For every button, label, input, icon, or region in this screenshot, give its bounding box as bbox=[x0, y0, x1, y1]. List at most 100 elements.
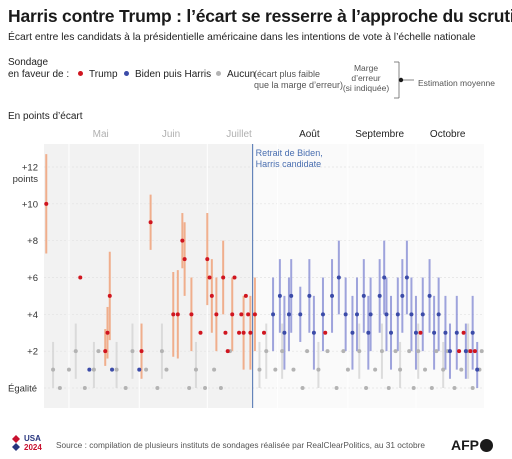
poll-point-biden-harris bbox=[354, 312, 359, 317]
poll-point-none bbox=[114, 367, 119, 372]
poll-point-biden-harris bbox=[470, 330, 475, 335]
poll-point-none bbox=[218, 386, 223, 390]
poll-point-biden-harris bbox=[427, 293, 432, 298]
poll-point-none bbox=[345, 367, 350, 372]
poll-point-biden-harris bbox=[320, 312, 325, 317]
poll-point-trump bbox=[103, 349, 108, 354]
poll-point-none bbox=[73, 349, 78, 354]
poll-point-trump bbox=[189, 312, 194, 317]
legend-none-note-line2: que la marge d’erreur) bbox=[254, 79, 344, 90]
afp-logo-text: AFP bbox=[451, 437, 479, 453]
poll-point-biden-harris bbox=[420, 312, 425, 317]
poll-point-trump bbox=[241, 330, 246, 335]
poll-point-trump bbox=[223, 330, 228, 335]
poll-point-none bbox=[264, 349, 269, 354]
legend-error-line2: d’erreur bbox=[351, 73, 381, 83]
poll-point-none bbox=[212, 367, 217, 372]
legend-error-line3: (si indiquée) bbox=[342, 83, 390, 93]
poll-point-none bbox=[341, 349, 346, 354]
poll-point-biden-harris bbox=[361, 293, 366, 298]
poll-point-trump bbox=[243, 293, 248, 298]
poll-point-none bbox=[96, 349, 101, 354]
poll-point-trump bbox=[468, 349, 473, 354]
poll-point-none bbox=[386, 386, 391, 390]
month-label: Juin bbox=[162, 129, 180, 140]
month-label: Octobre bbox=[430, 129, 466, 140]
month-label: Août bbox=[299, 129, 320, 140]
poll-point-trump bbox=[180, 238, 185, 243]
poll-point-trump bbox=[246, 312, 251, 317]
poll-point-biden-harris bbox=[110, 367, 115, 372]
month-label: Septembre bbox=[355, 129, 404, 140]
poll-point-none bbox=[316, 367, 321, 372]
y-tick-label: +12 bbox=[22, 163, 38, 174]
legend-estimate-label: Estimation moyenne bbox=[418, 78, 496, 88]
poll-point-trump bbox=[198, 330, 203, 335]
chart-canvas: Mai Juin Juillet Août Septembre Octobre +12 +10… bbox=[8, 129, 484, 408]
usa-logo-line2: 2024 bbox=[24, 443, 42, 452]
poll-point-biden-harris bbox=[413, 330, 418, 335]
y-tick-label: +10 bbox=[22, 199, 38, 210]
poll-point-none bbox=[203, 386, 208, 390]
poll-point-none bbox=[411, 386, 416, 390]
poll-point-trump bbox=[209, 293, 214, 298]
poll-point-trump bbox=[205, 257, 210, 262]
poll-point-biden-harris bbox=[307, 293, 312, 298]
legend-heading-line2: en faveur de : bbox=[8, 68, 70, 80]
poll-point-none bbox=[379, 349, 384, 354]
poll-point-biden-harris bbox=[447, 349, 452, 354]
poll-point-none bbox=[459, 367, 464, 372]
afp-logo-ball bbox=[480, 438, 493, 452]
usa-logo-stars-icon bbox=[12, 435, 20, 451]
poll-point-trump bbox=[225, 349, 230, 354]
poll-point-none bbox=[273, 367, 278, 372]
poll-point-biden-harris bbox=[289, 293, 294, 298]
poll-point-none bbox=[416, 349, 421, 354]
poll-point-biden-harris bbox=[384, 312, 389, 317]
poll-point-none bbox=[398, 367, 403, 372]
poll-point-trump bbox=[44, 201, 49, 206]
poll-point-trump bbox=[418, 330, 423, 335]
poll-point-trump bbox=[175, 312, 180, 317]
poll-point-biden-harris bbox=[277, 293, 282, 298]
poll-point-none bbox=[470, 386, 475, 390]
poll-point-trump bbox=[230, 312, 235, 317]
poll-point-biden-harris bbox=[311, 330, 316, 335]
poll-point-trump bbox=[221, 275, 226, 280]
legend-label-none: Aucun bbox=[227, 69, 256, 80]
poll-point-none bbox=[407, 349, 412, 354]
poll-point-trump bbox=[237, 330, 242, 335]
poll-point-trump bbox=[105, 330, 110, 335]
poll-point-none bbox=[164, 367, 169, 372]
legend-dot-biden-harris bbox=[124, 70, 129, 76]
poll-point-none bbox=[91, 367, 96, 372]
poll-point-none bbox=[300, 386, 305, 390]
poll-point-none bbox=[130, 349, 135, 354]
poll-point-trump bbox=[107, 293, 112, 298]
poll-point-none bbox=[51, 367, 56, 372]
poll-point-biden-harris bbox=[400, 293, 405, 298]
poll-point-biden-harris bbox=[368, 312, 373, 317]
poll-point-biden-harris bbox=[436, 312, 441, 317]
legend-item-none: Aucun bbox=[216, 69, 255, 80]
usa-logo-line1: USA bbox=[24, 434, 41, 443]
poll-point-trump bbox=[148, 220, 153, 225]
poll-point-none bbox=[280, 349, 285, 354]
legend-error-line1: Marge bbox=[353, 63, 379, 73]
poll-point-trump bbox=[207, 275, 212, 280]
poll-point-none bbox=[393, 349, 398, 354]
poll-point-trump bbox=[78, 275, 83, 280]
y-tick-label: Égalité bbox=[8, 384, 37, 395]
poll-point-trump bbox=[248, 330, 253, 335]
poll-point-trump bbox=[323, 330, 328, 335]
poll-point-none bbox=[479, 349, 484, 354]
poll-point-biden-harris bbox=[395, 312, 400, 317]
legend-label-trump: Trump bbox=[89, 69, 118, 80]
poll-point-trump bbox=[139, 349, 144, 354]
chart-title: Harris contre Trump : l’écart se resserr… bbox=[8, 6, 512, 26]
poll-point-none bbox=[429, 386, 434, 390]
poll-point-trump bbox=[239, 312, 244, 317]
poll-point-biden-harris bbox=[404, 275, 409, 280]
poll-point-none bbox=[82, 386, 87, 390]
poll-point-none bbox=[187, 386, 192, 390]
